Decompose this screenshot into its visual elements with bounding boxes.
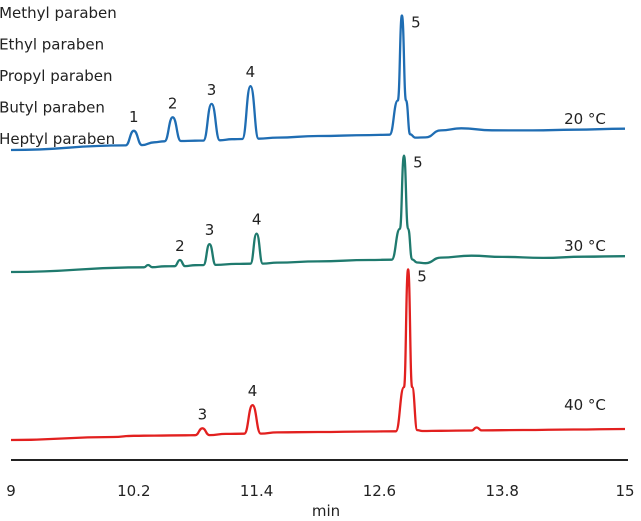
peak-label: 3 <box>207 81 217 99</box>
series-trace: 3 4 5 40 °C <box>10 267 626 442</box>
legend-entry: 2. Ethyl paraben <box>0 36 104 54</box>
peak-label: 4 <box>248 382 258 400</box>
series-line <box>10 14 626 152</box>
series-name-label: 40 °C <box>564 396 606 414</box>
series-name-label: 20 °C <box>564 110 606 128</box>
x-tick-label: 10.2 <box>117 482 150 500</box>
x-tick-label: 9 <box>6 482 16 500</box>
series-trace: 2 3 4 5 30 °C <box>10 154 626 274</box>
peak-label: 1 <box>129 108 139 126</box>
x-axis-ticks: 9 10.2 11.4 12.6 13.8 15 <box>6 482 634 500</box>
peak-label: 2 <box>175 237 185 255</box>
peak-label: 4 <box>246 63 256 81</box>
legend: 1. Methyl paraben 2. Ethyl paraben 3. Prop… <box>0 4 117 148</box>
peak-label: 5 <box>413 154 423 172</box>
x-tick-label: 12.6 <box>363 482 396 500</box>
x-tick-label: 13.8 <box>485 482 518 500</box>
peak-label: 3 <box>205 221 215 239</box>
peak-label: 5 <box>411 13 421 31</box>
legend-entry: 3. Propyl paraben <box>0 67 113 85</box>
peak-label: 5 <box>417 267 427 285</box>
legend-entry: 5. Heptyl paraben <box>0 130 115 148</box>
x-tick-label: 11.4 <box>240 482 273 500</box>
legend-entry: 4. Butyl paraben <box>0 99 105 117</box>
x-tick-label: 15 <box>615 482 634 500</box>
peak-label: 2 <box>168 94 178 112</box>
x-axis-title: min <box>312 502 340 520</box>
series-line <box>10 154 626 274</box>
legend-entry: 1. Methyl paraben <box>0 4 117 22</box>
series-layer: 1 2 3 4 5 20 °C 2 3 4 5 30 °C 3 4 5 40 °C <box>10 13 626 442</box>
series-line <box>10 268 626 442</box>
peak-label: 3 <box>198 405 208 423</box>
peak-label: 4 <box>252 211 262 229</box>
series-trace: 1 2 3 4 5 20 °C <box>10 13 626 152</box>
series-name-label: 30 °C <box>564 237 606 255</box>
